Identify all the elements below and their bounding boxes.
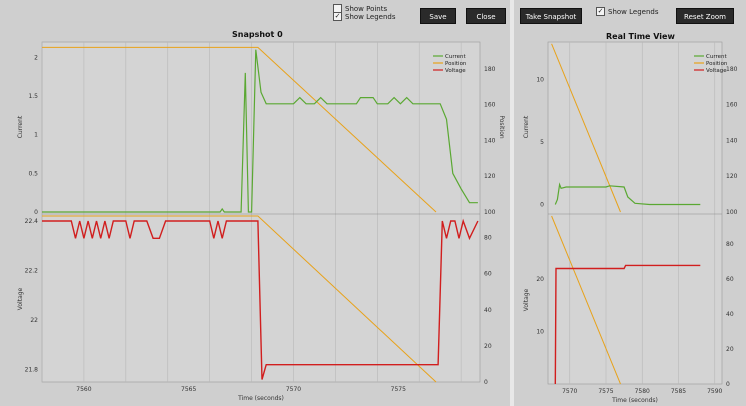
right-tick-label: 140 <box>726 137 738 144</box>
panel-divider[interactable] <box>510 0 514 406</box>
y-tick-label: 22 <box>30 317 38 324</box>
right-tick-label: 80 <box>484 235 492 242</box>
right-tick-label: 180 <box>726 66 738 73</box>
close-button[interactable]: Close <box>466 8 506 24</box>
y-tick-label: 22.2 <box>25 268 39 275</box>
position-series-line <box>42 46 437 213</box>
right-tick-label: 180 <box>484 66 496 73</box>
y-tick-label: 0 <box>34 209 38 216</box>
right-tick-label: 100 <box>726 209 738 216</box>
voltage-series-line <box>42 218 479 380</box>
current-series-line <box>42 49 478 213</box>
y-tick-label: 1.5 <box>28 93 38 100</box>
take-snapshot-button[interactable]: Take Snapshot <box>520 8 582 24</box>
x-tick-label: 7585 <box>671 388 686 395</box>
plot-area <box>547 41 723 385</box>
position-series-line <box>551 43 621 213</box>
y-tick-label: 5 <box>540 139 544 146</box>
legend-label: Voltage <box>706 68 727 74</box>
x-tick-label: 7560 <box>76 386 91 393</box>
y-tick-label: 20 <box>536 276 544 283</box>
right-tick-label: 20 <box>726 346 734 353</box>
y-tick-label: 0.5 <box>28 170 38 177</box>
y-tick-label: 10 <box>536 77 544 84</box>
y-tick-label: 2 <box>34 54 38 61</box>
x-tick-label: 7570 <box>562 388 577 395</box>
right-tick-label: 60 <box>726 276 734 283</box>
right-tick-label: 160 <box>726 102 738 109</box>
right-tick-label: 40 <box>726 311 734 318</box>
voltage-series-line <box>554 264 701 385</box>
show-legends-checkbox-right[interactable]: ✓ Show Legends <box>596 7 658 16</box>
x-tick-label: 7575 <box>598 388 613 395</box>
right-tick-label: 80 <box>726 241 734 248</box>
current-series-line <box>554 182 701 206</box>
checkbox-box-checked[interactable]: ✓ <box>596 7 605 16</box>
x-tick-label: 7565 <box>181 386 196 393</box>
x-tick-label: 7570 <box>286 386 301 393</box>
y-axis-label: Voltage <box>523 288 530 311</box>
y-axis-label: Current <box>523 115 530 138</box>
checkbox-box-checked[interactable]: ✓ <box>333 12 342 21</box>
right-tick-label: 0 <box>484 379 488 386</box>
y-tick-label: 21.8 <box>25 367 39 374</box>
show-points-label: Show Points <box>345 4 388 13</box>
right-tick-label: 120 <box>484 173 496 180</box>
x-axis-label: Time (seconds) <box>237 395 284 402</box>
show-legends-label-left: Show Legends <box>345 12 396 21</box>
right-tick-label: 20 <box>484 343 492 350</box>
y-tick-label: 10 <box>536 329 544 336</box>
realtime-chart[interactable]: 7570 7575 7580 7585 7590 Time (seconds) 0 5 10 10… <box>514 0 746 406</box>
y-tick-label: 1 <box>34 132 38 139</box>
position-series-line <box>42 215 437 383</box>
show-legends-checkbox-left[interactable]: ✓ Show Legends <box>333 12 395 21</box>
x-tick-label: 7590 <box>707 388 722 395</box>
reset-zoom-button[interactable]: Reset Zoom <box>676 8 734 24</box>
legend-label: Position <box>706 61 728 67</box>
position-series-line <box>551 215 621 385</box>
y-axis-label: Current <box>17 115 24 138</box>
right-tick-label: 60 <box>484 271 492 278</box>
right-tick-label: 0 <box>726 381 730 388</box>
right-tick-label: 40 <box>484 307 492 314</box>
legend-label: Position <box>445 61 467 67</box>
show-legends-label-right: Show Legends <box>608 7 659 16</box>
realtime-title: Real Time View <box>606 32 675 41</box>
right-tick-label: 140 <box>484 137 496 144</box>
right-tick-label: 160 <box>484 102 496 109</box>
x-tick-label: 7575 <box>391 386 406 393</box>
y-tick-label: 22.4 <box>25 218 39 225</box>
y-axis-label: Voltage <box>17 287 24 310</box>
right-tick-label: 120 <box>726 173 738 180</box>
snapshot-title: Snapshot 0 <box>232 30 283 39</box>
x-tick-label: 7580 <box>635 388 650 395</box>
legend-label: Current <box>445 54 467 60</box>
right-tick-label: 100 <box>484 209 496 216</box>
x-axis-label: Time (seconds) <box>611 397 658 404</box>
legend-label: Voltage <box>445 68 466 74</box>
right-axis-label: Position <box>498 115 505 139</box>
y-tick-label: 0 <box>540 202 544 209</box>
legend-label: Current <box>706 54 728 60</box>
save-button[interactable]: Save <box>420 8 456 24</box>
